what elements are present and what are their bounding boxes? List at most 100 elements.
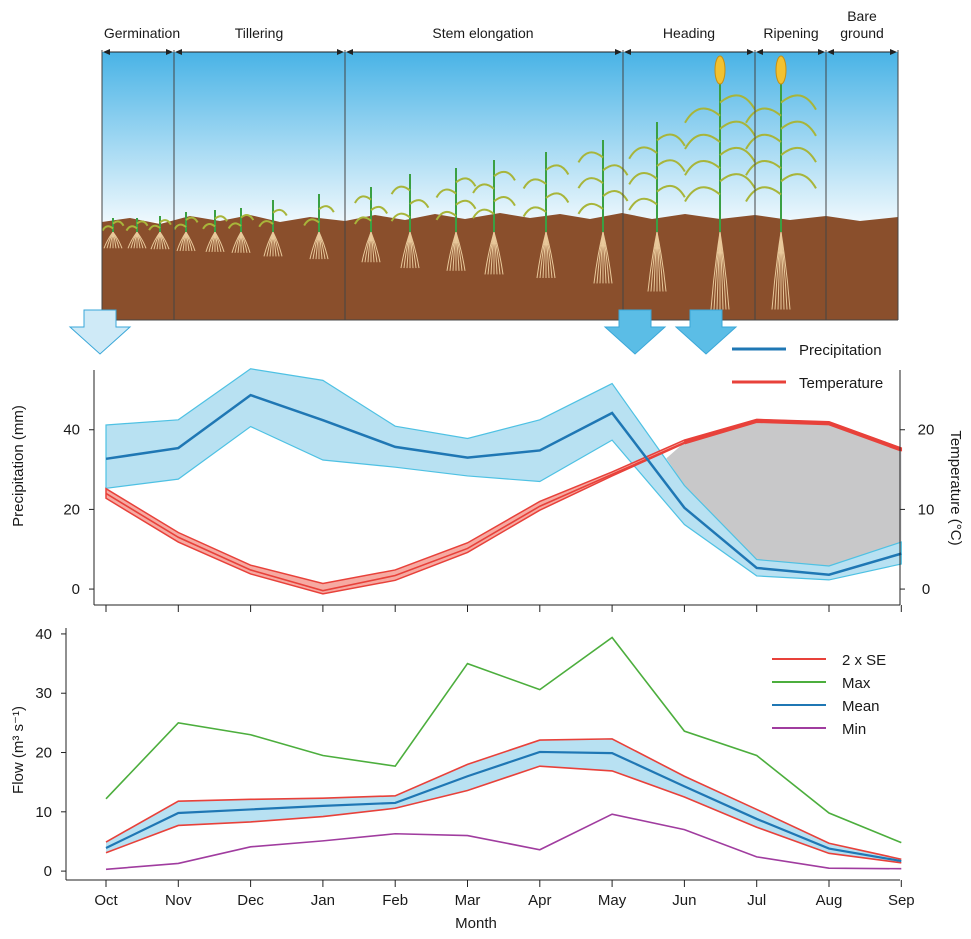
down-arrow-icon-oct bbox=[68, 309, 132, 355]
leaf-icon bbox=[390, 212, 411, 222]
leaf-icon bbox=[136, 220, 149, 227]
arrowhead-right bbox=[747, 49, 754, 55]
leaf-icon bbox=[409, 199, 430, 209]
root-icon bbox=[602, 231, 613, 284]
leaf-icon bbox=[656, 184, 686, 198]
flow-tick-label: 30 bbox=[35, 685, 52, 702]
root-icon bbox=[318, 231, 329, 260]
leaf-icon bbox=[628, 197, 658, 211]
leaf-icon bbox=[522, 206, 547, 217]
leaf-icon bbox=[780, 173, 817, 189]
leaf-icon bbox=[719, 120, 756, 137]
leaf-icon bbox=[472, 183, 495, 194]
leaf-icon bbox=[745, 107, 782, 124]
plant-icon bbox=[303, 194, 335, 260]
root-icon bbox=[370, 231, 381, 263]
chart1-legend: Precipitation Temperature bbox=[732, 342, 883, 392]
plant-drawings bbox=[101, 55, 817, 310]
precipitation-axis-title: Precipitation (mm) bbox=[10, 405, 27, 527]
plant-icon bbox=[227, 208, 255, 253]
leaf-icon bbox=[684, 133, 721, 150]
max-line bbox=[105, 636, 902, 844]
plant-icon bbox=[628, 122, 686, 292]
leaf-icon bbox=[185, 216, 199, 223]
root-icon bbox=[545, 231, 556, 279]
stage-label-heading: Heading bbox=[663, 25, 715, 41]
leaf-icon bbox=[354, 195, 372, 204]
month-tick-label-may: May bbox=[598, 892, 627, 909]
leaf-icon bbox=[101, 225, 114, 232]
legend-label-min: Min bbox=[842, 721, 866, 738]
arrowhead-right bbox=[818, 49, 825, 55]
root-icon bbox=[493, 231, 504, 275]
leaf-icon bbox=[602, 190, 629, 202]
leaf-icon bbox=[455, 199, 477, 210]
leaf-icon bbox=[577, 202, 604, 215]
root-icon bbox=[780, 231, 791, 310]
arrowhead-left bbox=[624, 49, 631, 55]
plant-icon bbox=[472, 160, 516, 275]
leaf-icon bbox=[318, 205, 335, 213]
arrowhead-left bbox=[103, 49, 110, 55]
min-line bbox=[105, 813, 902, 871]
leaf-icon bbox=[719, 173, 756, 189]
leaf-icon bbox=[522, 178, 547, 189]
precipitation-temperature-chart: 0 20 40 0 10 20 Precipitation (mm) Temperatur… bbox=[10, 342, 964, 612]
leaf-icon bbox=[493, 170, 516, 181]
month-tick-label-dec: Dec bbox=[237, 892, 264, 909]
temperature-tick-label: 10 bbox=[918, 501, 935, 518]
chart2-legend: 2 x SE Max Mean Min bbox=[772, 652, 886, 738]
leaf-icon bbox=[684, 160, 721, 176]
root-icon bbox=[240, 231, 251, 253]
month-tick-label-mar: Mar bbox=[455, 892, 481, 909]
leaf-icon bbox=[628, 146, 658, 160]
stage-span-arrows bbox=[103, 49, 897, 55]
plant-icon bbox=[745, 55, 817, 310]
se-band bbox=[106, 738, 902, 863]
month-tick-label-feb: Feb bbox=[382, 892, 408, 909]
leaf-icon bbox=[159, 219, 172, 226]
leaf-icon bbox=[354, 216, 372, 225]
leaf-icon bbox=[258, 220, 274, 228]
precipitation-band bbox=[105, 368, 902, 581]
root-icon bbox=[185, 231, 196, 252]
leaf-icon bbox=[656, 159, 686, 173]
arrowhead-right bbox=[337, 49, 344, 55]
leaf-icon bbox=[435, 188, 457, 199]
temperature-line-summer bbox=[683, 418, 902, 452]
temperature-tick-label: 0 bbox=[922, 581, 930, 598]
leaf-icon bbox=[684, 186, 721, 203]
leaf-icon bbox=[545, 192, 570, 203]
plant-icon bbox=[577, 140, 629, 284]
month-axis-title: Month bbox=[455, 915, 497, 932]
stage-label-bare-ground-line1: Bare bbox=[847, 8, 877, 24]
leaf-icon bbox=[240, 214, 255, 221]
month-tick-label-nov: Nov bbox=[165, 892, 192, 909]
leaf-icon bbox=[719, 146, 756, 163]
corn-ear-icon bbox=[714, 55, 726, 85]
month-tick-label-jul: Jul bbox=[747, 892, 766, 909]
leaf-icon bbox=[455, 177, 477, 187]
flow-tick-label: 20 bbox=[35, 745, 52, 762]
leaf-icon bbox=[628, 172, 658, 185]
legend-label-precipitation: Precipitation bbox=[799, 342, 882, 359]
arrowhead-right bbox=[615, 49, 622, 55]
leaf-icon bbox=[370, 205, 388, 214]
plant-icon bbox=[101, 218, 125, 249]
stage-label-bare-ground-line2: ground bbox=[840, 25, 884, 41]
leaf-icon bbox=[745, 133, 782, 150]
legend-label-max: Max bbox=[842, 675, 871, 692]
root-icon bbox=[214, 231, 225, 253]
leaf-icon bbox=[435, 210, 457, 221]
precipitation-tick-label: 0 bbox=[72, 581, 80, 598]
month-tick-label-oct: Oct bbox=[94, 892, 118, 909]
leaf-icon bbox=[125, 225, 138, 232]
corn-ear-icon bbox=[775, 55, 787, 85]
root-icon bbox=[112, 231, 123, 249]
leaf-icon bbox=[577, 151, 604, 163]
crop-stage-illustration: Germination Tillering Stem elongation He… bbox=[68, 8, 899, 355]
leaf-icon bbox=[602, 164, 629, 176]
leaf-icon bbox=[272, 208, 288, 217]
